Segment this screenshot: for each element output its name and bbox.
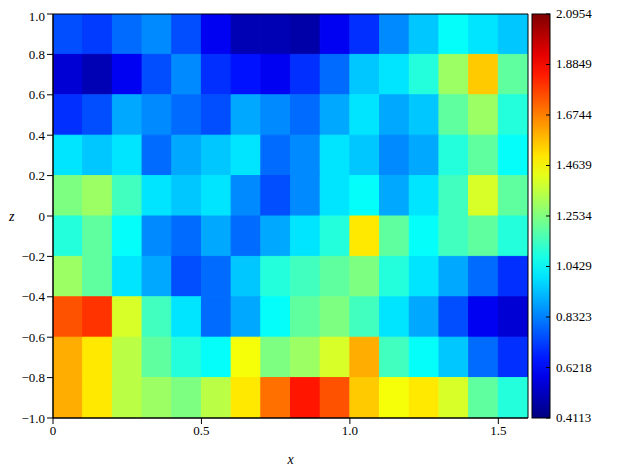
svg-text:0.4113: 0.4113	[556, 410, 591, 425]
svg-text:1.0429: 1.0429	[556, 258, 592, 273]
svg-text:1.4639: 1.4639	[556, 157, 592, 172]
svg-text:2.0954: 2.0954	[556, 6, 592, 21]
svg-text:−1.0: −1.0	[21, 411, 45, 426]
svg-text:0.8323: 0.8323	[556, 309, 592, 324]
svg-text:−0.8: −0.8	[21, 370, 45, 385]
svg-text:0.6: 0.6	[29, 87, 46, 102]
svg-text:0.6218: 0.6218	[556, 360, 592, 375]
svg-text:−0.2: −0.2	[21, 249, 45, 264]
svg-text:1.0: 1.0	[342, 423, 358, 438]
svg-text:1.5: 1.5	[490, 423, 506, 438]
svg-text:0: 0	[39, 209, 46, 224]
svg-text:−0.6: −0.6	[21, 330, 45, 345]
svg-text:−0.4: −0.4	[21, 289, 45, 304]
svg-text:1.8849: 1.8849	[556, 56, 592, 71]
svg-text:1.0: 1.0	[29, 9, 45, 24]
svg-text:0: 0	[50, 423, 57, 438]
svg-text:1.2534: 1.2534	[556, 208, 592, 223]
svg-text:0.4: 0.4	[29, 128, 46, 143]
svg-text:0.5: 0.5	[193, 423, 209, 438]
svg-text:1.6744: 1.6744	[556, 107, 592, 122]
svg-text:0.8: 0.8	[29, 47, 45, 62]
svg-text:z: z	[8, 209, 15, 224]
svg-text:0.2: 0.2	[29, 168, 45, 183]
svg-text:x: x	[286, 452, 294, 467]
